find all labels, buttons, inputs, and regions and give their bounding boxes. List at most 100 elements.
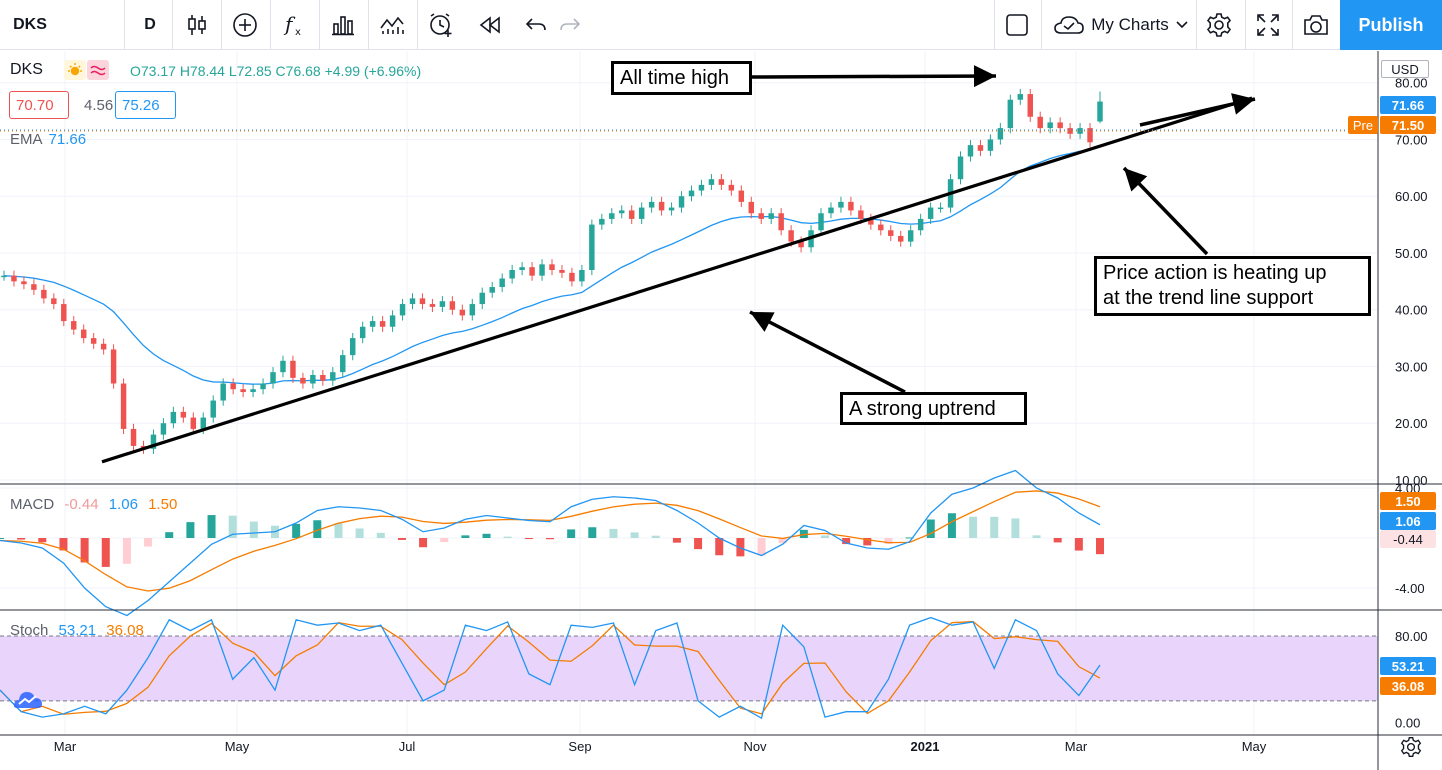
ema-legend[interactable]: EMA 71.66 [10,131,86,148]
symbol-search-button[interactable]: DKS [13,16,47,33]
candle-body [479,292,485,305]
macd-bar [694,538,703,550]
wave-icon [87,60,109,80]
camera-icon[interactable] [1300,0,1332,50]
scale-settings-icon[interactable] [1400,736,1422,758]
candle-body [698,184,705,191]
macd-bar [503,536,512,538]
candle-body [300,377,306,384]
candle-body [469,304,476,316]
legend-ohlc: O73.17 H78.44 L72.85 C76.68 +4.99 (+6.96… [130,63,422,79]
candle-body [987,139,994,151]
annotation-line-2: at the trend line support [1103,287,1314,309]
undo-icon[interactable] [521,0,551,50]
templates-icon[interactable] [328,0,358,50]
candle-body [439,301,446,307]
macd-label: MACD [10,496,55,513]
my-charts-button[interactable]: My Charts [1046,0,1196,50]
legend-symbol[interactable]: DKS [10,61,43,78]
bar-style-icon[interactable] [182,0,212,50]
toolbar-divider [124,0,125,50]
stoch-legend[interactable]: Stoch 53.21 36.08 [10,622,144,639]
alert-icon[interactable] [426,0,456,50]
candle-body [718,179,725,185]
macd-bar [947,513,956,538]
candle-body [210,400,216,418]
candle-body [1007,99,1014,129]
layout-icon[interactable] [1001,0,1033,50]
toolbar-divider [994,0,995,50]
chart-grid [0,51,1378,735]
toolbar-divider [319,0,320,50]
x-tick-label: May [1242,739,1267,754]
candle-body [688,190,695,197]
candle-body [31,284,37,290]
candle-body [878,224,884,231]
candle-body [1087,128,1093,143]
publish-button[interactable]: Publish [1340,0,1442,50]
settings-icon[interactable] [1203,0,1235,50]
redo-icon[interactable] [555,0,585,50]
candle-body [409,298,416,305]
macd-bar [144,538,153,547]
candle-body [230,383,236,390]
replay-icon[interactable] [377,0,407,50]
candle-body [907,230,914,242]
macd-bar [757,538,766,556]
candle-body [71,321,77,330]
candle-body [200,417,206,429]
candle-body [658,201,665,211]
rewind-icon[interactable] [475,0,505,50]
macd-bar [228,515,237,538]
macd-bar [821,535,829,538]
last-price-badge: 71.66 [1380,96,1436,114]
macd-bar [1053,538,1062,543]
time-scale[interactable]: Mar May Jul Sep Nov 2021 Mar May [54,739,1267,754]
add-compare-icon[interactable] [230,0,260,50]
interval-button[interactable]: D [144,16,156,33]
bb-lower-value: 70.70 [9,91,69,119]
stoch-k-line [0,616,1101,720]
macd-bar [969,516,978,538]
price-scale[interactable]: 10.00 20.00 30.00 40.00 50.00 60.00 70.00 80.00… [1395,76,1428,731]
macd-legend[interactable]: MACD -0.44 1.06 1.50 [10,496,177,513]
macd-bar [990,516,999,538]
macd-signal-badge: 1.50 [1380,492,1436,510]
macd-hist-badge: -0.44 [1380,530,1436,548]
candle-body [61,304,67,322]
candle-body [758,213,764,219]
fullscreen-icon[interactable] [1252,0,1284,50]
currency-label[interactable]: USD [1381,60,1429,78]
macd-signal-value: 1.50 [148,496,178,513]
macd-bar [207,515,216,538]
candle-body [898,235,904,242]
ema-line [3,145,1101,385]
arrow-head [1231,93,1255,115]
candle-body [868,218,874,225]
candle-body [1027,94,1033,117]
candle-body [728,184,735,191]
cloud-icon [1053,14,1085,36]
y-tick-label: 20.00 [1395,416,1428,431]
candle-body [549,264,555,270]
stoch-band-lines [0,635,1378,702]
pre-label-badge: Pre [1348,116,1378,134]
x-tick-label: Jul [399,739,416,754]
macd-bar [588,527,597,538]
candle-body [858,210,864,219]
macd-line-value: 1.06 [108,496,138,513]
candle-body [519,267,525,270]
candle-body [399,304,406,316]
y-tick-label: 10.00 [1395,473,1428,488]
candle-body [838,201,844,208]
y-tick-label: 30.00 [1395,359,1428,374]
candle-body [768,213,774,219]
candle-body [708,179,715,185]
candle-body [957,156,964,180]
y-tick-label: -4.00 [1395,581,1425,596]
candle-body [917,218,924,231]
arrow-head [1124,168,1148,192]
